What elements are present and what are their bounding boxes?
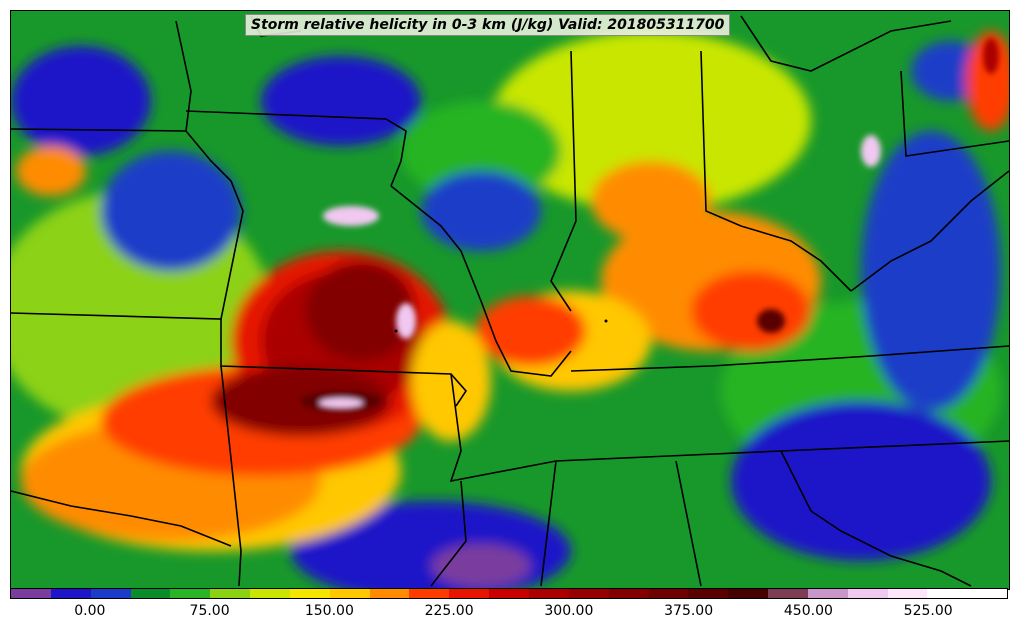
colorbar-swatch <box>489 589 529 598</box>
colorbar-ticks: 0.00 75.00 150.00 225.00 300.00 375.00 450.00 5… <box>10 603 1008 625</box>
colorbar-swatch <box>170 589 211 598</box>
colorbar-swatch <box>250 589 290 598</box>
helicity-map <box>11 11 1009 589</box>
colorbar-swatch <box>847 589 888 598</box>
colorbar-swatch <box>768 589 808 598</box>
colorbar-tick-label: 75.00 <box>189 603 230 619</box>
colorbar-swatch <box>11 589 51 598</box>
colorbar-swatch <box>807 589 848 598</box>
colorbar-tick-label: 375.00 <box>664 603 714 619</box>
colorbar-swatch <box>449 589 490 598</box>
colorbar-swatch <box>728 589 769 598</box>
colorbar-swatch <box>608 589 649 598</box>
colorbar-tick-label: 225.00 <box>424 603 474 619</box>
colorbar-swatch <box>329 589 370 598</box>
colorbar-swatch <box>210 589 251 598</box>
colorbar-tick-label: 0.00 <box>74 603 106 619</box>
colorbar-swatch <box>90 589 131 598</box>
state-borders <box>11 15 1009 587</box>
colorbar-swatch <box>50 589 91 598</box>
colorbar-swatch <box>927 589 968 598</box>
colorbar <box>10 588 1008 599</box>
map-panel <box>10 10 1010 590</box>
helicity-maxima <box>301 38 999 411</box>
colorbar-tick-label: 525.00 <box>903 603 953 619</box>
colorbar-tick-label: 450.00 <box>783 603 833 619</box>
colorbar-swatch <box>409 589 450 598</box>
colorbar-swatch <box>369 589 410 598</box>
colorbar-swatch <box>967 589 1008 598</box>
colorbar-tick-label: 150.00 <box>304 603 354 619</box>
map-title: Storm relative helicity in 0-3 km (J/kg)… <box>245 14 731 36</box>
colorbar-swatch <box>887 589 928 598</box>
colorbar-swatch <box>289 589 330 598</box>
colorbar-swatch <box>528 589 569 598</box>
colorbar-swatch <box>648 589 689 598</box>
colorbar-tick-label: 300.00 <box>544 603 594 619</box>
city-dots <box>394 319 608 333</box>
colorbar-swatch <box>568 589 609 598</box>
colorbar-swatch <box>130 589 171 598</box>
colorbar-swatch <box>688 589 729 598</box>
